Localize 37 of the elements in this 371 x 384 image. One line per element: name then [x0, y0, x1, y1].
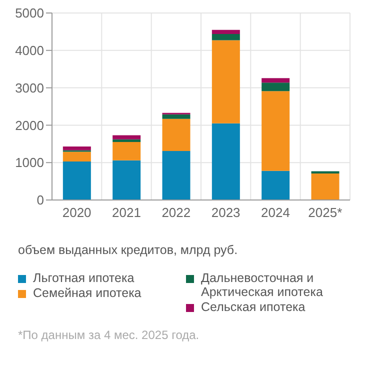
- bar: [311, 173, 340, 200]
- x-tick-label: 2022: [162, 205, 191, 220]
- y-tick-label: 1000: [15, 155, 44, 170]
- bar: [162, 151, 190, 200]
- bar: [212, 40, 240, 124]
- bar: [212, 34, 240, 40]
- bar: [262, 82, 290, 92]
- bar: [262, 91, 290, 171]
- bar: [62, 146, 91, 150]
- y-tick-label: 0: [36, 192, 44, 208]
- legend-label: Семейная ипотека: [33, 286, 142, 300]
- bar: [112, 160, 141, 200]
- text: *По данным за 4 мес. 2025 года.: [18, 328, 200, 342]
- y-tick-label: 2000: [15, 118, 44, 133]
- y-tick-label: 4000: [15, 43, 44, 58]
- x-tick-label: 2020: [62, 205, 92, 220]
- bar: [162, 118, 190, 152]
- y-tick-label: 3000: [15, 80, 44, 96]
- x-tick-label: 2025*: [308, 205, 342, 220]
- bar: [62, 152, 91, 162]
- legend-label: Дальневосточная и Арктическая ипотека: [201, 271, 324, 299]
- bar: [112, 135, 141, 140]
- x-tick-label: 2021: [112, 205, 141, 220]
- legend-label: Сельская ипотека: [201, 300, 306, 314]
- bar: [62, 161, 91, 200]
- bar: [112, 139, 141, 142]
- bar: [162, 114, 190, 119]
- bar: [262, 78, 290, 83]
- bar: [212, 30, 240, 34]
- legend-label: Льготная ипотека: [33, 271, 134, 285]
- y-tick-label: 5000: [15, 6, 44, 21]
- x-tick-label: 2024: [261, 205, 290, 220]
- x-tick-label: 2023: [211, 205, 240, 220]
- bar: [212, 123, 240, 200]
- bar: [262, 170, 290, 200]
- bar: [112, 142, 141, 160]
- text: объем выданных кредитов, млрд руб.: [18, 243, 239, 257]
